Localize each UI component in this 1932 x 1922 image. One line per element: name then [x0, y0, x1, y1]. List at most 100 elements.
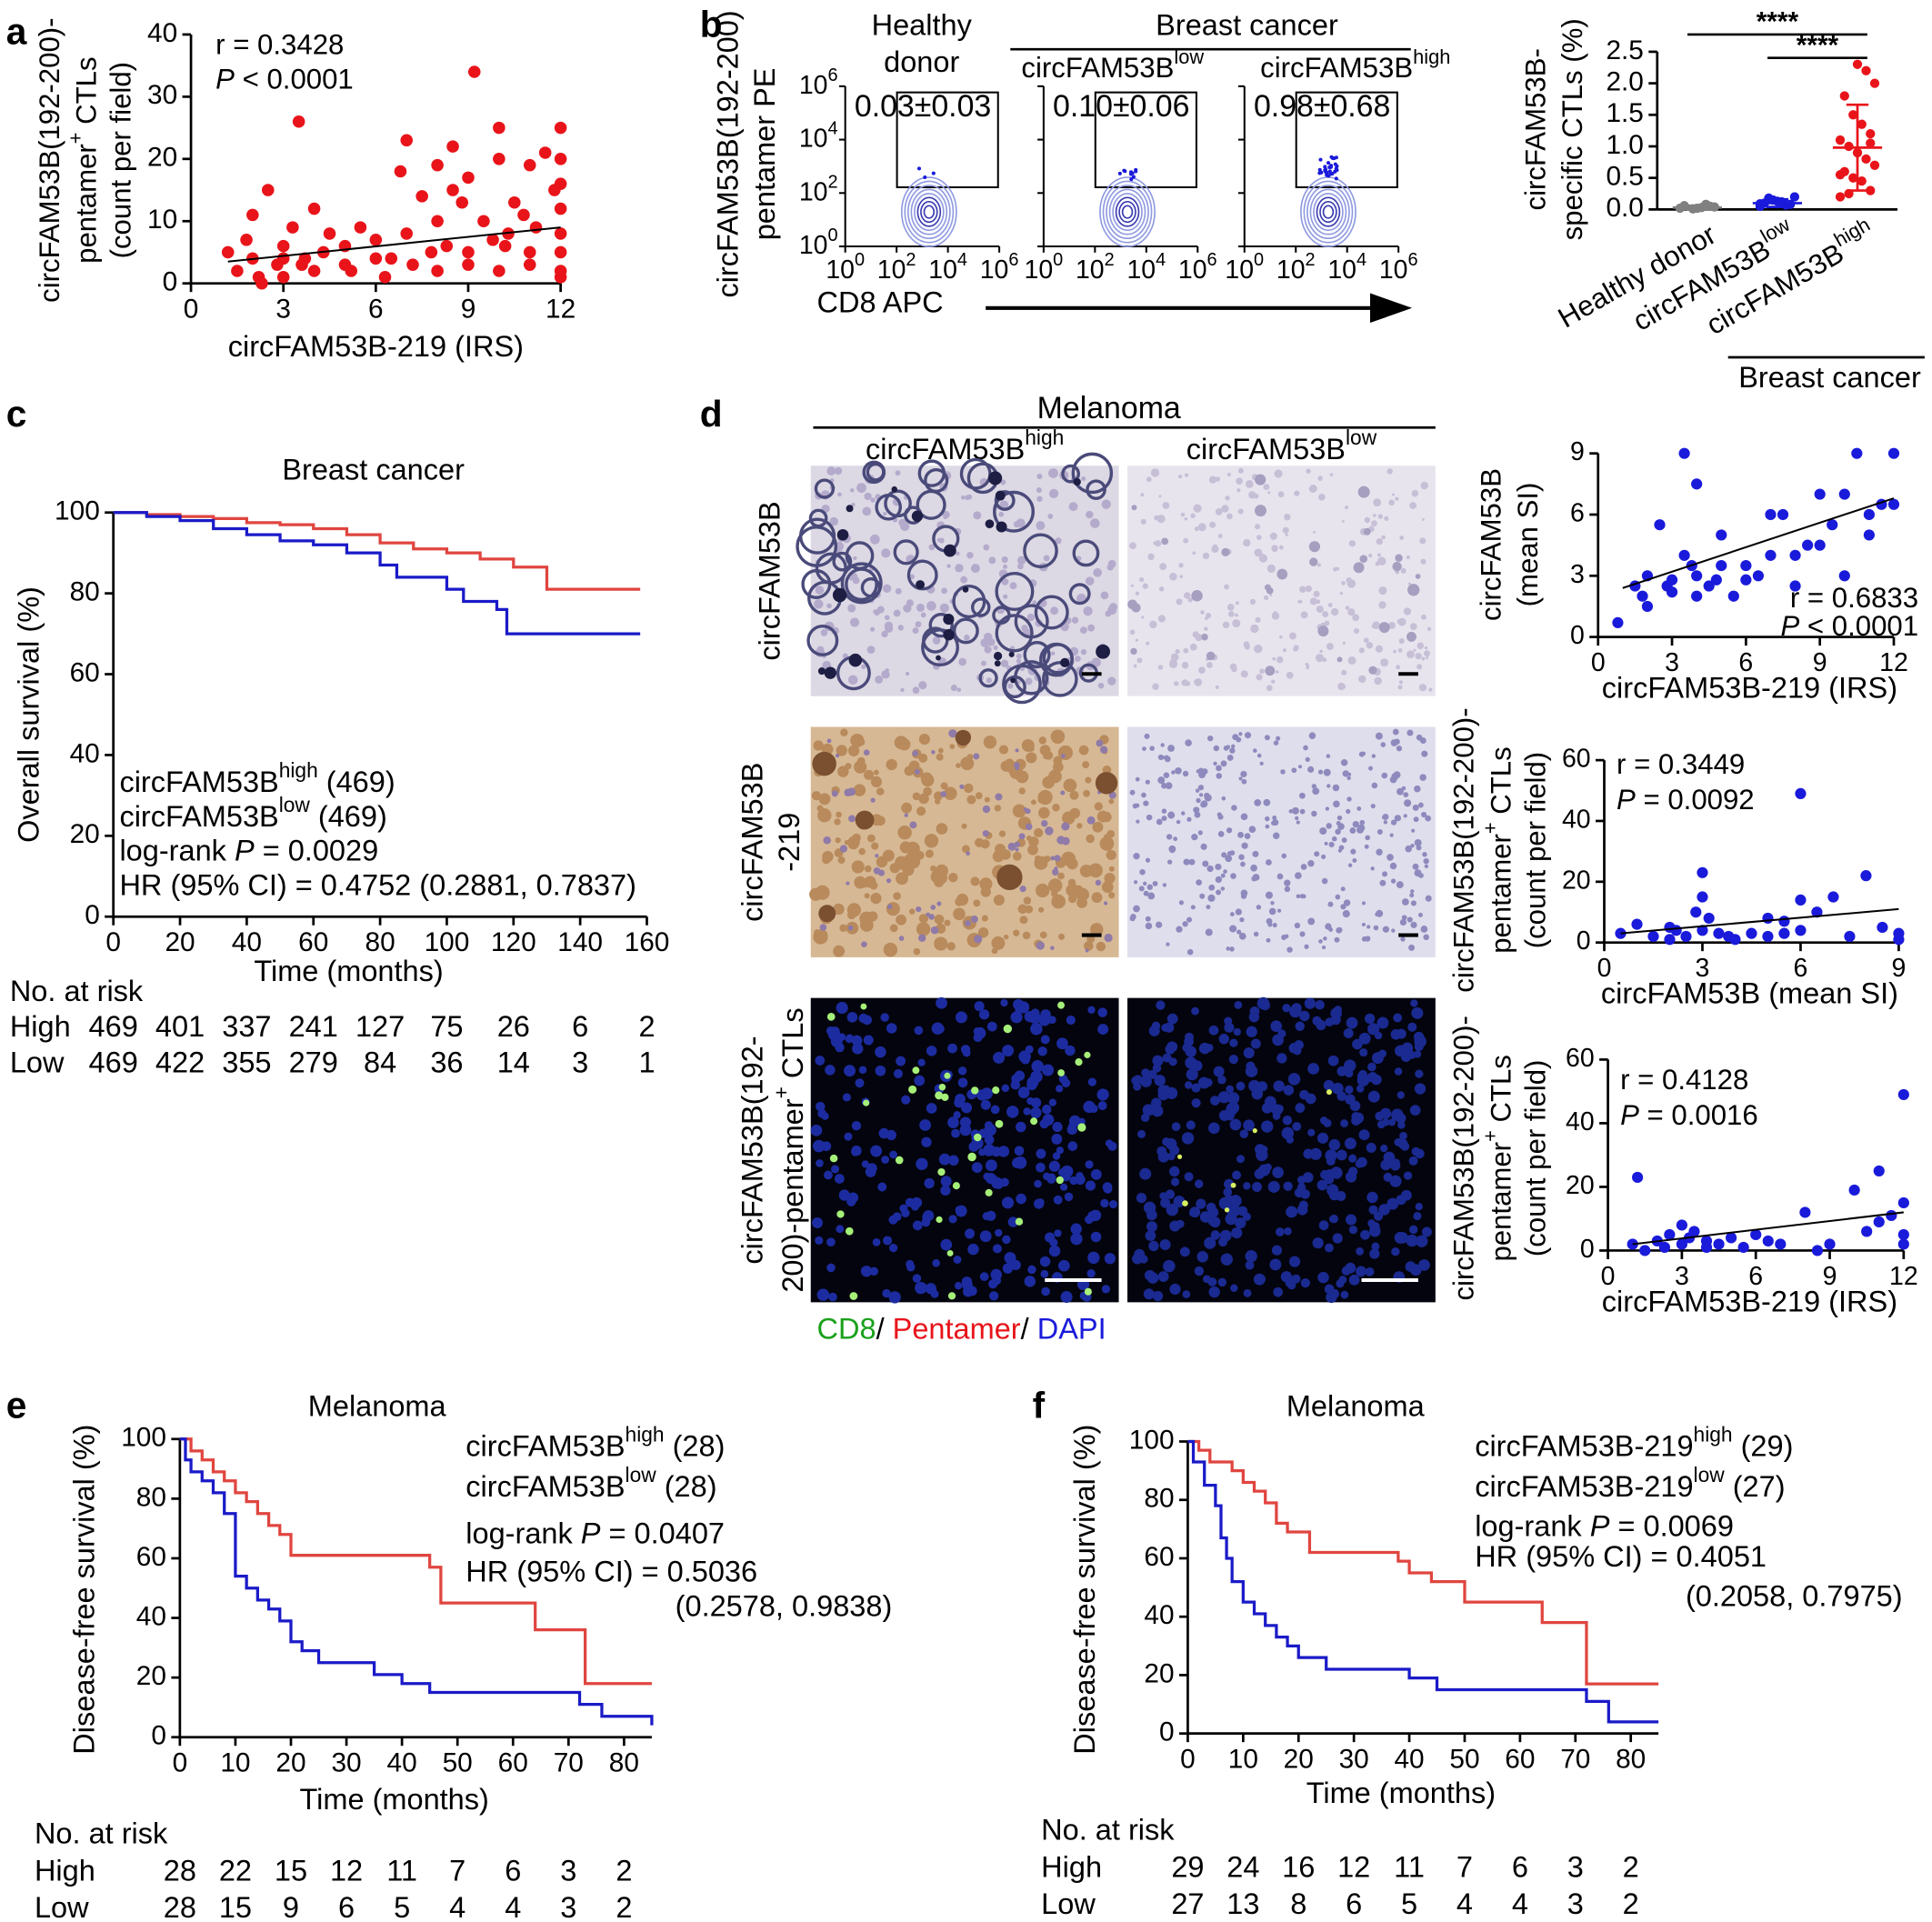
tissue-feature: [1316, 1179, 1328, 1191]
tissue-feature: [1151, 1021, 1161, 1030]
tissue-feature: [881, 1156, 890, 1164]
column-header-part: high: [1025, 425, 1064, 449]
tissue-feature: [1368, 1225, 1381, 1237]
tissue-feature: [1389, 1175, 1402, 1187]
tissue-feature: [1268, 907, 1276, 916]
tissue-feature: [1179, 1246, 1190, 1257]
tissue-feature: [1343, 899, 1351, 906]
tissue-feature: [1194, 1179, 1204, 1188]
point: [354, 221, 367, 234]
tissue-feature: [864, 492, 872, 501]
risk-count: 469: [89, 1046, 138, 1078]
tissue-feature: [1237, 831, 1245, 838]
point: [1848, 110, 1858, 120]
tissue-feature: [980, 660, 986, 666]
tissue-feature: [1309, 597, 1317, 606]
event-dot: [1128, 172, 1134, 176]
tick-label: 104: [1126, 250, 1166, 284]
point: [523, 258, 536, 271]
tissue-feature: [1232, 1170, 1242, 1180]
point: [1762, 930, 1774, 943]
tissue-feature: [1348, 540, 1356, 547]
risk-count: 26: [497, 1010, 530, 1043]
tissue-feature: [1159, 1192, 1167, 1200]
tissue-feature: [909, 908, 916, 915]
tissue-feature: [961, 495, 966, 500]
tissue-feature: [1273, 1286, 1283, 1297]
point: [1700, 1241, 1713, 1254]
tissue-feature: [1256, 535, 1262, 541]
point: [554, 177, 567, 190]
tissue-feature: [1097, 1024, 1109, 1036]
tissue-feature: [845, 541, 875, 571]
tissue-feature: [1336, 1066, 1347, 1076]
tissue-feature: [1359, 555, 1368, 564]
tissue-feature: [1196, 1198, 1206, 1209]
tissue-feature: [1087, 624, 1096, 632]
point: [554, 153, 567, 165]
tissue-feature: [1097, 682, 1105, 689]
tissue-feature: [873, 769, 879, 776]
tissue-feature: [886, 902, 900, 916]
tissue-feature: [1041, 1104, 1052, 1115]
tissue-feature: [940, 1238, 953, 1251]
y-axis-label-part: pentamer PE: [748, 68, 781, 241]
tissue-feature: [898, 936, 905, 941]
legend-entry-part: (28): [665, 1429, 726, 1462]
tissue-feature: [893, 609, 901, 617]
tissue-feature: [856, 483, 866, 493]
y-axis-label: circFAM53B(192-200)-: [1448, 1016, 1480, 1300]
point: [1740, 559, 1752, 572]
contour: [910, 188, 948, 235]
tissue-feature: [1243, 538, 1251, 547]
tissue-feature: [1239, 916, 1245, 923]
point: [1893, 934, 1905, 946]
tissue-feature: [1331, 1082, 1344, 1095]
risk-count: 279: [289, 1046, 338, 1078]
tissue-feature: [1023, 807, 1028, 812]
tissue-feature: [1377, 514, 1384, 519]
tissue-feature: [1246, 1061, 1256, 1071]
point: [276, 252, 290, 265]
risk-count: 4: [505, 1891, 521, 1922]
tissue-feature: [1161, 783, 1167, 789]
group-label: Breast cancer: [1738, 361, 1921, 394]
stain-legend-part: CD8: [817, 1312, 876, 1345]
tissue-feature: [1368, 766, 1373, 771]
tissue-feature: [885, 668, 889, 673]
tissue-feature: [1087, 1251, 1100, 1265]
tissue-feature: [1235, 908, 1242, 916]
row-label-part: +: [769, 1086, 793, 1098]
tissue-feature: [1129, 629, 1136, 636]
tissue-feature: [1389, 776, 1397, 784]
tissue-feature: [835, 1043, 845, 1053]
tissue-feature: [1129, 542, 1136, 550]
tissue-feature: [1217, 814, 1224, 820]
tissue-feature: [1311, 784, 1316, 789]
tissue-feature: [1273, 1080, 1285, 1092]
risk-count: 355: [222, 1046, 271, 1078]
tissue-feature: [847, 925, 854, 931]
tissue-feature: [934, 798, 941, 805]
tissue-feature: [1348, 1274, 1360, 1286]
tissue-feature: [1229, 925, 1237, 933]
stat-text-part: HR (95% CI) = 0.4752 (0.2881, 0.7837): [119, 868, 636, 901]
tissue-feature: [1160, 755, 1166, 760]
tissue-feature: [1208, 1025, 1219, 1036]
tissue-feature: [948, 1155, 959, 1166]
point: [1612, 616, 1624, 628]
tissue-feature: [1173, 836, 1178, 842]
point: [1688, 1226, 1700, 1237]
y-tick-label: 0.0: [1606, 193, 1643, 223]
event-dot: [1335, 168, 1339, 173]
tissue-feature: [1332, 1233, 1343, 1244]
tissue-feature: [1039, 642, 1074, 677]
tissue-feature: [1415, 574, 1421, 579]
tissue-feature: [943, 628, 955, 641]
stat-text-part: r = 0.3449: [1617, 748, 1745, 780]
tissue-feature: [1244, 833, 1251, 839]
tissue-feature: [1065, 1045, 1076, 1056]
tissue-feature: [1038, 736, 1047, 745]
tissue-feature: [1344, 1137, 1356, 1150]
tissue-feature: [1225, 855, 1233, 863]
